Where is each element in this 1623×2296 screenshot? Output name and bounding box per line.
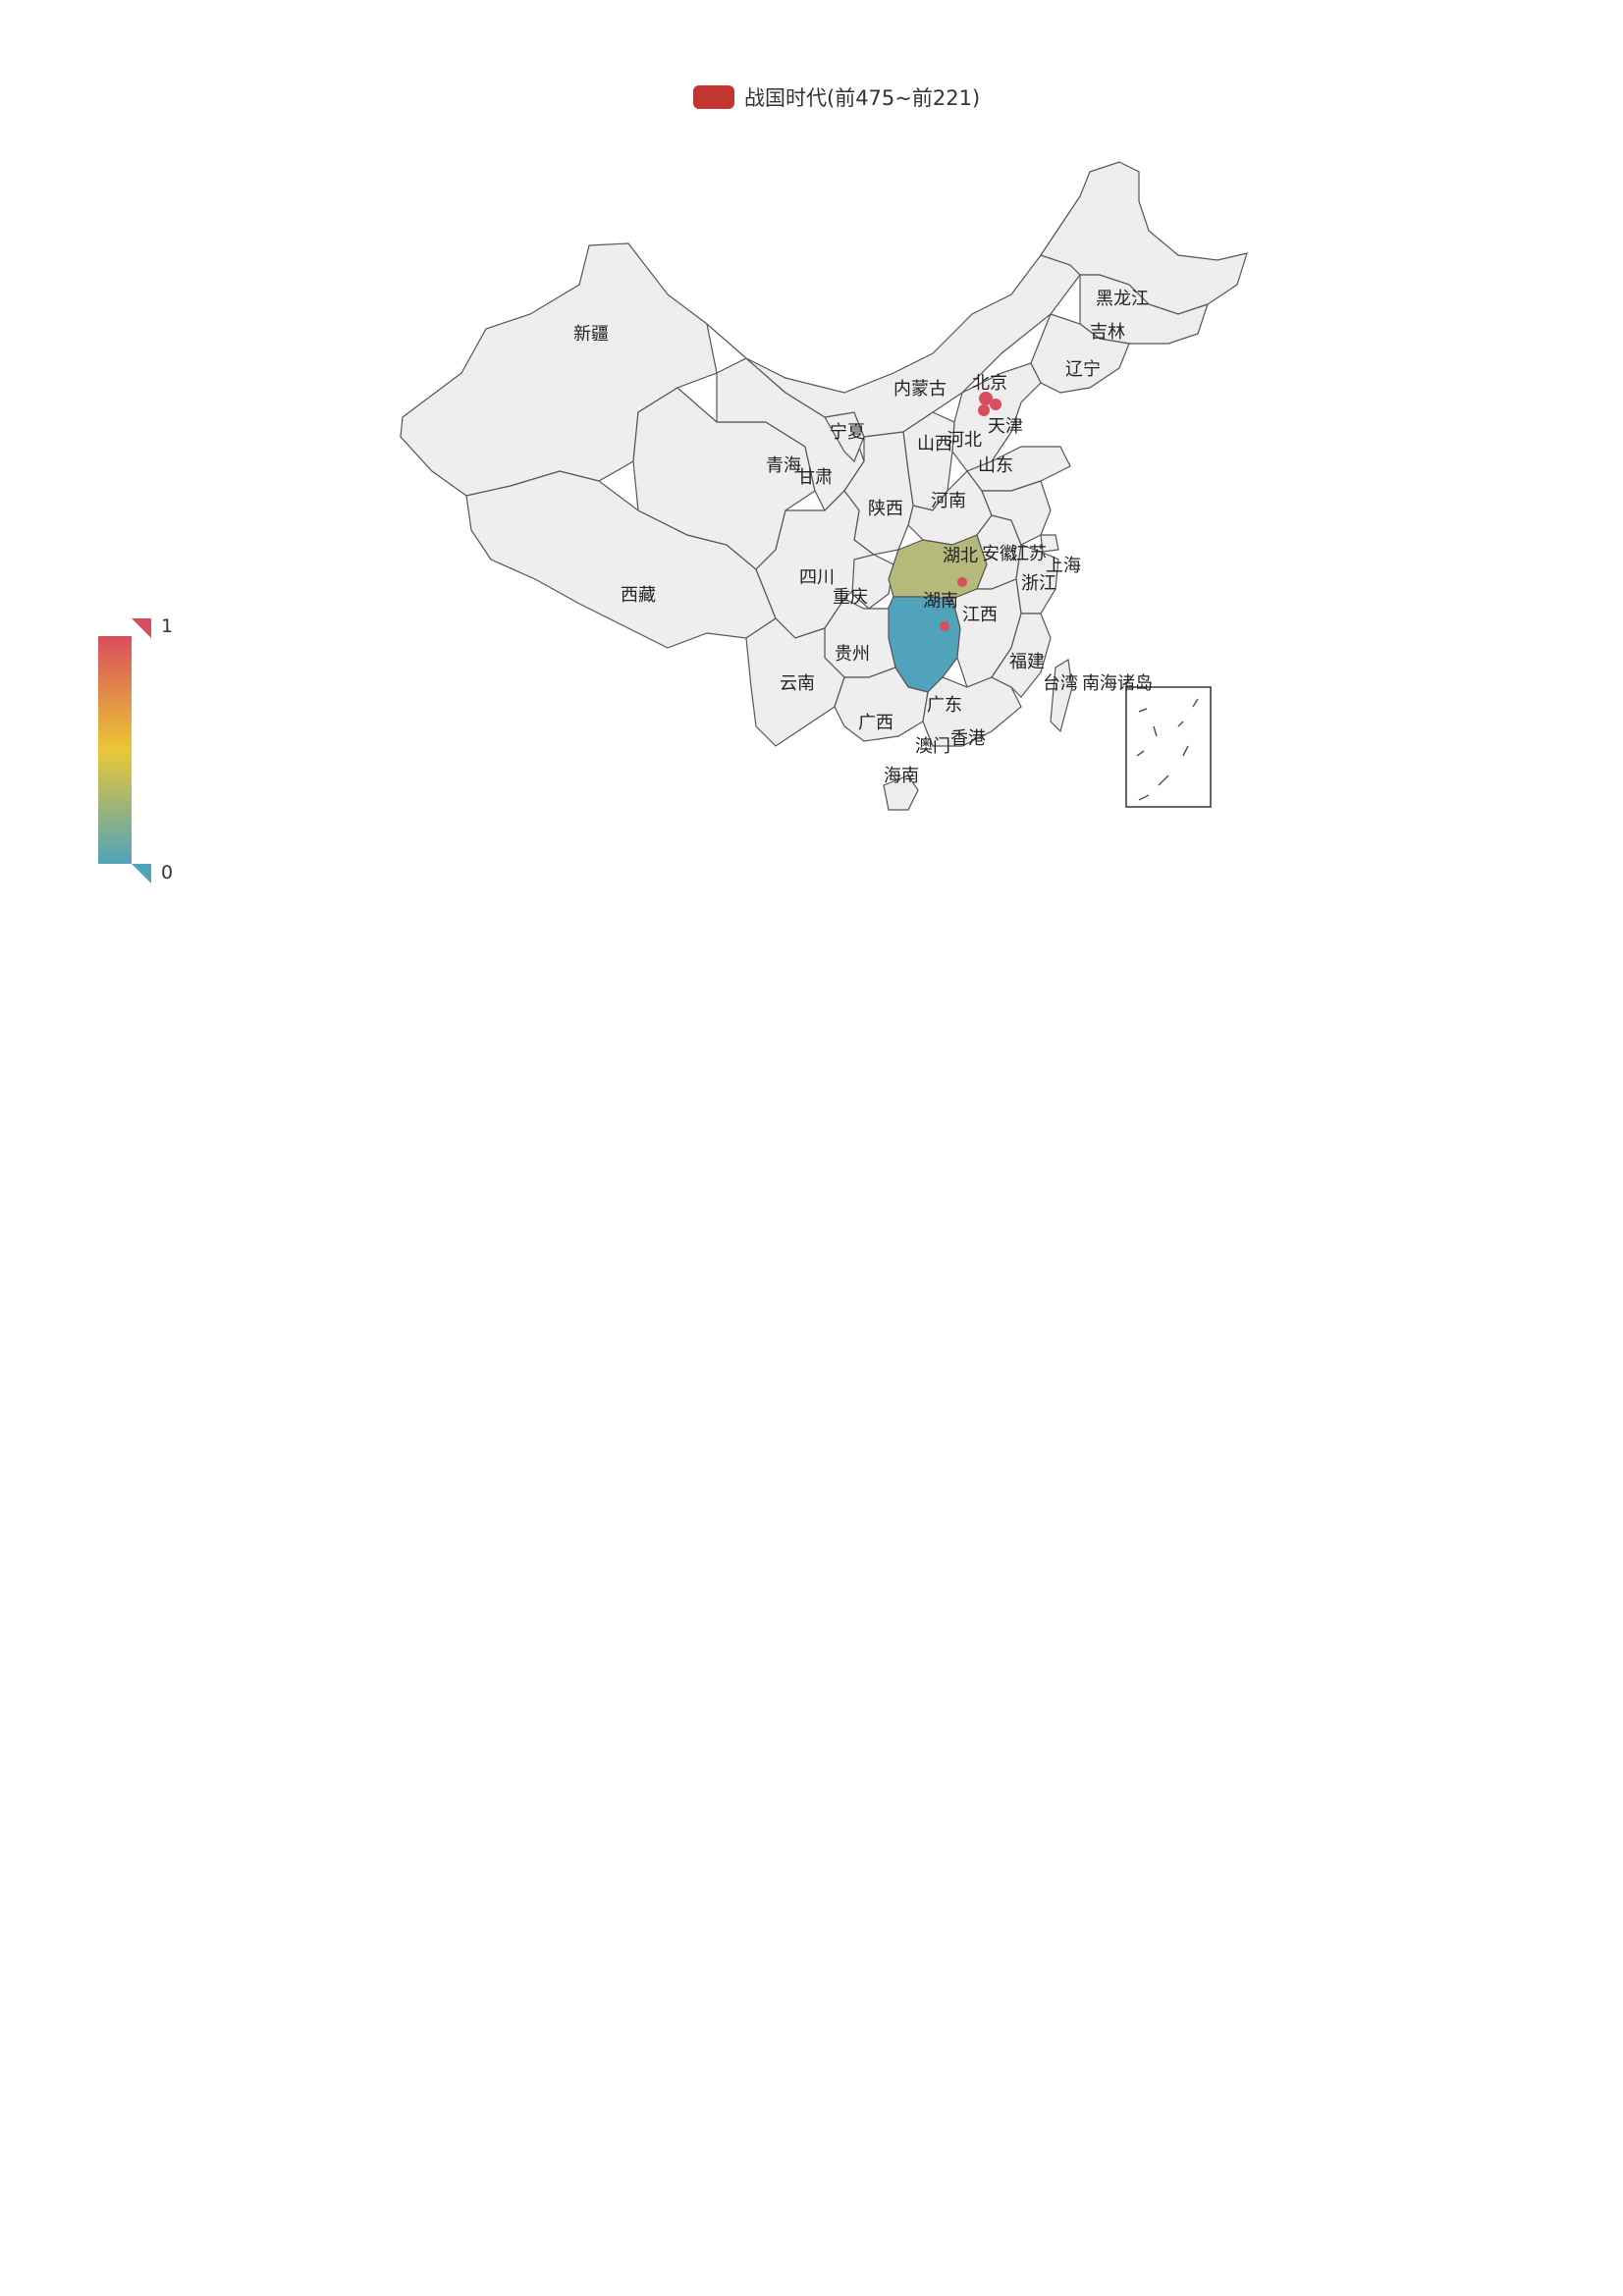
province-guangdong[interactable] <box>922 676 1022 747</box>
province-label: 陕西 <box>868 499 903 519</box>
province-label: 西藏 <box>621 585 656 606</box>
province-label: 湖南 <box>923 591 958 612</box>
province-label: 江西 <box>962 605 998 625</box>
province-label: 广西 <box>858 713 893 733</box>
province-label: 海南 <box>884 766 919 786</box>
province-chongqing[interactable] <box>851 554 894 610</box>
province-label: 天津 <box>988 416 1023 437</box>
province-label: 吉林 <box>1090 322 1125 343</box>
province-label: 北京 <box>972 373 1007 394</box>
visual-map-min-handle[interactable] <box>132 864 151 883</box>
province-shaanxi[interactable] <box>843 431 914 556</box>
province-label: 香港 <box>950 728 986 749</box>
south-china-sea-inset <box>1125 686 1212 808</box>
province-hainan[interactable] <box>883 774 919 811</box>
province-label: 安徽 <box>982 544 1017 564</box>
province-label: 浙江 <box>1021 573 1056 594</box>
marker-hunan[interactable] <box>940 621 949 631</box>
province-label: 福建 <box>1009 652 1045 672</box>
province-label: 澳门 <box>915 736 950 757</box>
province-label: 山西 <box>917 434 952 454</box>
province-label: 四川 <box>799 567 835 588</box>
markers <box>940 392 1001 631</box>
legend-label[interactable]: 战国时代(前475~前221) <box>744 86 981 110</box>
province-label: 重庆 <box>833 587 868 608</box>
province-label: 新疆 <box>573 324 609 345</box>
province-label: 南海诸岛 <box>1082 673 1153 694</box>
province-shanghai[interactable] <box>1040 534 1059 553</box>
visual-map-bar[interactable] <box>98 636 132 864</box>
province-label: 宁夏 <box>830 422 865 443</box>
visual-map-min-label: 0 <box>161 862 173 883</box>
legend[interactable]: 战国时代(前475~前221) <box>693 82 980 112</box>
province-hubei[interactable] <box>888 534 988 600</box>
marker-beijing-1[interactable] <box>979 392 993 405</box>
province-label: 江苏 <box>1011 544 1047 564</box>
province-label: 辽宁 <box>1065 359 1101 380</box>
visual-map[interactable]: 1 0 <box>98 615 173 883</box>
province-label: 河南 <box>931 491 966 511</box>
province-label: 上海 <box>1046 556 1081 576</box>
visual-map-max-label: 1 <box>161 615 173 637</box>
marker-beijing-3[interactable] <box>978 404 990 416</box>
province-qinghai[interactable] <box>632 387 816 570</box>
marker-hubei[interactable] <box>957 577 967 587</box>
province-taiwan[interactable] <box>1050 659 1073 733</box>
province-label: 河北 <box>947 430 982 451</box>
province-label: 湖北 <box>943 546 978 566</box>
province-fujian[interactable] <box>991 613 1052 698</box>
province-label: 山东 <box>978 455 1013 476</box>
islands-icon <box>1136 698 1199 801</box>
visual-map-max-handle[interactable] <box>132 618 151 638</box>
province-label: 内蒙古 <box>893 379 947 400</box>
province-label: 广东 <box>927 695 962 716</box>
province-label: 甘肃 <box>797 467 833 488</box>
province-label: 青海 <box>766 455 801 476</box>
province-label: 台湾 <box>1043 673 1078 694</box>
province-label: 贵州 <box>835 644 870 665</box>
marker-beijing-2[interactable] <box>990 399 1001 410</box>
legend-swatch[interactable] <box>693 85 734 109</box>
province-yunnan[interactable] <box>745 617 845 747</box>
province-label: 黑龙江 <box>1096 289 1149 309</box>
province-label: 云南 <box>780 673 815 694</box>
